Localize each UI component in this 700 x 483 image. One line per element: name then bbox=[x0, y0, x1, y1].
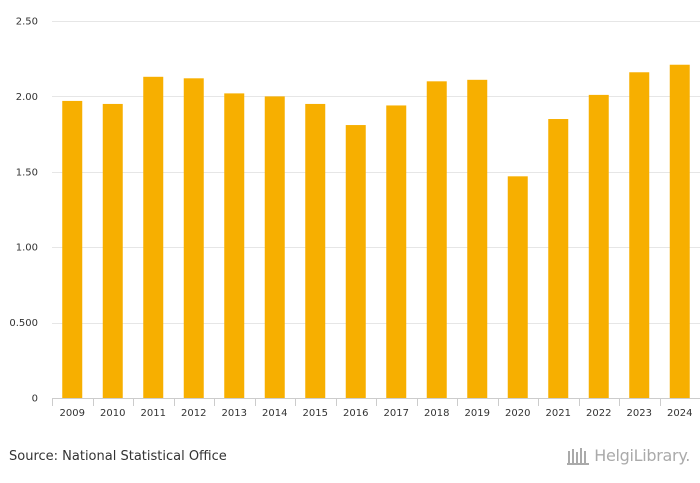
y-tick-label: 0 bbox=[32, 394, 38, 405]
logo-text: HelgiLibrary. bbox=[594, 446, 690, 465]
x-tick-label: 2022 bbox=[586, 408, 611, 419]
y-tick-label: 1.00 bbox=[16, 243, 38, 254]
bars bbox=[62, 64, 690, 399]
y-tick-label: 0.500 bbox=[9, 318, 38, 329]
x-tick-label: 2018 bbox=[424, 408, 449, 419]
x-tick-label: 2016 bbox=[343, 408, 368, 419]
x-tick-label: 2019 bbox=[465, 408, 490, 419]
x-tick-label: 2012 bbox=[181, 408, 206, 419]
bar-2020 bbox=[507, 176, 528, 398]
y-tick-label: 2.00 bbox=[16, 92, 38, 103]
x-tick-label: 2017 bbox=[384, 408, 409, 419]
x-tick-label: 2015 bbox=[303, 408, 328, 419]
x-tick-label: 2010 bbox=[100, 408, 125, 419]
y-tick-label: 1.50 bbox=[16, 167, 38, 178]
x-tick-label: 2013 bbox=[222, 408, 247, 419]
library-columns-icon bbox=[567, 448, 590, 465]
helgilibrary-logo: HelgiLibrary. bbox=[567, 447, 690, 465]
source-note: Source: National Statistical Office bbox=[9, 449, 227, 464]
x-tick-label: 2021 bbox=[546, 408, 571, 419]
bar-2017 bbox=[386, 105, 407, 398]
bar-2012 bbox=[183, 78, 204, 398]
x-tick-label: 2024 bbox=[667, 408, 692, 419]
bar-2015 bbox=[305, 103, 326, 398]
x-tick-label: 2020 bbox=[505, 408, 530, 419]
bar-2011 bbox=[143, 76, 164, 399]
bar-2009 bbox=[62, 100, 83, 398]
bar-2023 bbox=[629, 72, 650, 398]
bar-2021 bbox=[548, 119, 569, 399]
y-tick-label: 2.50 bbox=[16, 17, 38, 28]
x-tick-label: 2014 bbox=[262, 408, 287, 419]
x-tick-label: 2011 bbox=[141, 408, 166, 419]
x-tick-label: 2023 bbox=[627, 408, 652, 419]
axes: 0 0.500 1.00 1.50 2.00 2.50 2009 2010 2011 2012 20… bbox=[9, 17, 700, 419]
bar-2022 bbox=[588, 94, 609, 398]
bar-2018 bbox=[426, 81, 447, 398]
bar-2013 bbox=[224, 93, 245, 398]
bar-2014 bbox=[264, 96, 285, 399]
bar-2016 bbox=[345, 125, 366, 398]
bar-2010 bbox=[102, 103, 123, 398]
bar-2019 bbox=[467, 79, 488, 398]
x-tick-label: 2009 bbox=[60, 408, 85, 419]
bar-2024 bbox=[669, 64, 690, 399]
